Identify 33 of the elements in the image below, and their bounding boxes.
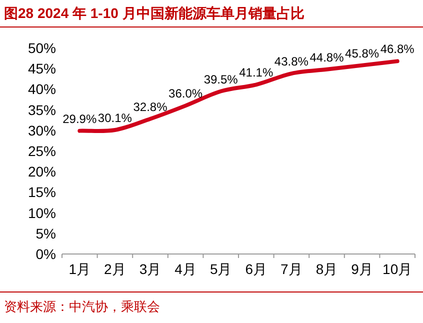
source: 资料来源：中汽协，乘联会 — [4, 299, 160, 314]
x-tick-label: 9月 — [351, 261, 373, 277]
data-label: 43.8% — [274, 54, 309, 69]
y-tick-label: 35% — [28, 102, 56, 118]
x-tick-label: 10月 — [382, 261, 412, 277]
data-label: 46.8% — [380, 42, 415, 56]
data-label: 44.8% — [310, 50, 344, 64]
y-tick-label: 50% — [28, 40, 56, 56]
y-tick-label: 30% — [28, 122, 56, 138]
data-label: 29.9% — [62, 112, 97, 126]
x-tick-label: 4月 — [174, 261, 196, 277]
data-label: 45.8% — [345, 46, 380, 60]
x-tick-label: 5月 — [210, 261, 232, 277]
x-tick-label: 8月 — [316, 261, 338, 277]
x-tick-label: 7月 — [280, 261, 302, 277]
y-tick-label: 20% — [28, 164, 56, 180]
y-tick-label: 10% — [28, 204, 56, 221]
data-label: 36.0% — [168, 86, 203, 101]
y-tick-label: 5% — [36, 225, 56, 242]
x-tick-label: 3月 — [139, 261, 162, 277]
y-tick-label: 40% — [28, 81, 56, 98]
y-tick-label: 15% — [28, 184, 56, 200]
data-label: 41.1% — [239, 66, 274, 80]
data-label: 30.1% — [98, 110, 132, 125]
data-label: 39.5% — [204, 72, 238, 86]
y-tick-label: 45% — [28, 60, 56, 77]
y-tick-label: 0% — [36, 246, 56, 262]
data-label: 32.8% — [133, 100, 168, 114]
x-tick-label: 1月 — [68, 261, 91, 277]
x-tick-label: 2月 — [104, 261, 126, 277]
x-tick-label: 6月 — [245, 261, 268, 277]
title: 图28 2024 年 1-10 月中国新能源车单月销量占比 — [4, 5, 304, 21]
y-tick-label: 25% — [28, 143, 56, 159]
